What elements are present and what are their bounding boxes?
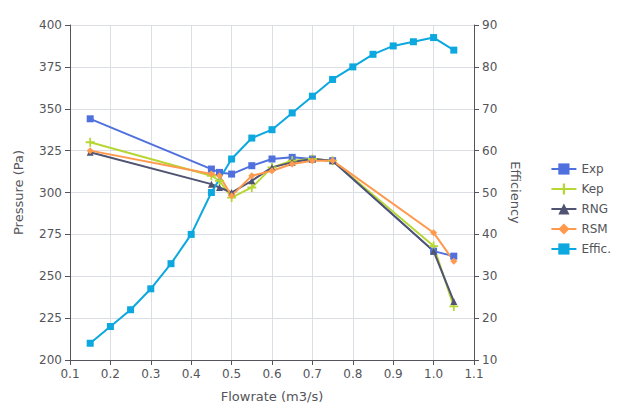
svg-text:375: 375: [39, 60, 62, 74]
svg-text:30: 30: [482, 269, 497, 283]
svg-text:275: 275: [39, 227, 62, 241]
svg-text:70: 70: [482, 102, 497, 116]
svg-text:RNG: RNG: [581, 202, 608, 216]
svg-text:300: 300: [39, 186, 62, 200]
svg-text:0.2: 0.2: [101, 367, 120, 381]
svg-text:10: 10: [482, 353, 497, 367]
svg-text:0.7: 0.7: [303, 367, 322, 381]
svg-text:Effic.: Effic.: [581, 242, 611, 256]
svg-text:60: 60: [482, 144, 497, 158]
svg-text:0.1: 0.1: [60, 367, 79, 381]
svg-text:1.1: 1.1: [464, 367, 483, 381]
svg-text:0.6: 0.6: [262, 367, 281, 381]
svg-text:0.5: 0.5: [222, 367, 241, 381]
svg-text:Kep: Kep: [581, 182, 603, 196]
svg-text:Flowrate (m3/s): Flowrate (m3/s): [221, 389, 323, 404]
svg-text:350: 350: [39, 102, 62, 116]
svg-text:Pressure (Pa): Pressure (Pa): [11, 150, 26, 235]
svg-text:0.4: 0.4: [182, 367, 201, 381]
svg-text:0.3: 0.3: [141, 367, 160, 381]
svg-text:Exp: Exp: [581, 162, 603, 176]
svg-text:20: 20: [482, 311, 497, 325]
svg-text:325: 325: [39, 144, 62, 158]
svg-text:200: 200: [39, 353, 62, 367]
svg-text:250: 250: [39, 269, 62, 283]
svg-text:80: 80: [482, 60, 497, 74]
svg-text:400: 400: [39, 18, 62, 32]
svg-text:90: 90: [482, 18, 497, 32]
svg-text:0.9: 0.9: [384, 367, 403, 381]
svg-text:0.8: 0.8: [343, 367, 362, 381]
svg-text:50: 50: [482, 186, 497, 200]
svg-text:Efficiency: Efficiency: [508, 161, 523, 224]
svg-text:RSM: RSM: [581, 222, 607, 236]
svg-text:1.0: 1.0: [424, 367, 443, 381]
svg-text:40: 40: [482, 227, 497, 241]
svg-text:225: 225: [39, 311, 62, 325]
